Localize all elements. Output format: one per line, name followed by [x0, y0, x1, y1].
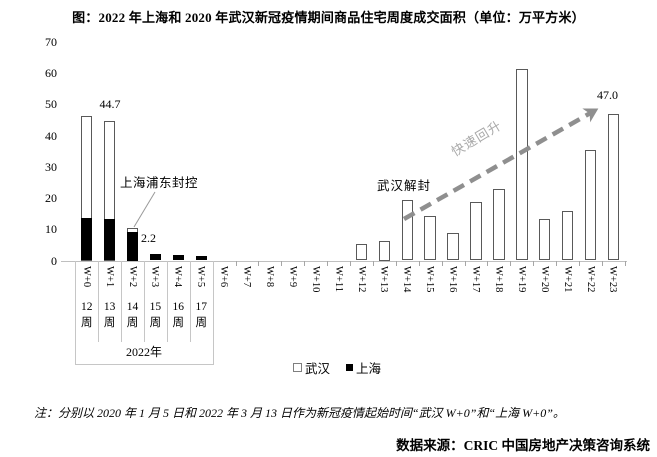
x-axis-tick: [533, 261, 535, 266]
x-axis-tick: [258, 261, 260, 266]
bar-wuhan-W+15: [424, 215, 436, 261]
x-axis-label-W+22: W+22: [584, 266, 596, 293]
week-label-13: 13周: [103, 301, 116, 329]
x-axis-label-W+7: W+7: [241, 266, 252, 288]
week-label-16: 16周: [172, 301, 185, 329]
axis-table-line: [189, 261, 191, 342]
bar-shanghai-W+3: [149, 253, 161, 261]
legend-item-shanghai: 上海: [346, 358, 381, 377]
week-label-15: 15周: [149, 301, 162, 329]
x-axis-label-W+16: W+16: [447, 266, 459, 293]
x-axis-tick: [395, 261, 397, 266]
x-axis-label-W+18: W+18: [492, 266, 504, 293]
x-axis-label-W+17: W+17: [470, 266, 481, 293]
bar-wuhan-W+19: [516, 68, 528, 261]
bar-shanghai-W+4: [172, 254, 184, 261]
bar-shanghai-W+2: [126, 231, 138, 261]
x-axis-tick: [327, 261, 329, 266]
x-axis-tick: [235, 261, 237, 266]
x-axis-label-W+14: W+14: [401, 266, 413, 293]
y-axis-label: 60: [45, 66, 57, 81]
x-axis-tick: [579, 261, 581, 266]
legend-label-shanghai: 上海: [356, 362, 382, 376]
shanghai-swatch-icon: [346, 364, 354, 371]
y-axis-label: 70: [45, 35, 57, 49]
axis-table-bottom: [75, 364, 213, 365]
axis-table-line: [75, 261, 77, 365]
x-axis-label-W+11: W+11: [332, 266, 344, 292]
y-axis-label: 0: [51, 253, 57, 268]
bar-wuhan-W+21: [561, 210, 574, 261]
data-source: 数据来源：CRIC 中国房地产决策咨询系统: [396, 438, 650, 453]
bar-wuhan-W+18: [493, 189, 505, 261]
bar-wuhan-W+14: [401, 199, 414, 261]
x-axis-label-W+6: W+6: [218, 266, 230, 288]
y-axis-label: 30: [45, 159, 57, 174]
x-axis-tick: [510, 261, 512, 266]
legend: 武汉 上海: [293, 358, 381, 377]
bar-wuhan-W+12: [355, 243, 368, 261]
bar-wuhan-W+16: [447, 232, 459, 261]
x-axis-label-W+9: W+9: [286, 266, 298, 288]
x-axis-tick: [281, 261, 283, 266]
x-axis-tick: [350, 261, 352, 266]
x-axis-tick: [372, 261, 374, 266]
week-label-14: 14周: [126, 301, 139, 329]
week-label-12: 12周: [80, 301, 93, 329]
x-axis-tick: [441, 261, 443, 266]
x-axis-tick: [556, 261, 558, 266]
bar-wuhan-W+13: [378, 240, 391, 261]
x-axis-tick: [624, 261, 626, 266]
x-axis-line: [61, 261, 627, 262]
y-axis-label: 20: [45, 191, 57, 206]
year-label: 2022年: [125, 345, 162, 359]
legend-label-wuhan: 武汉: [305, 362, 331, 376]
week-label-17: 17周: [195, 301, 207, 329]
bar-shanghai-W+5: [195, 256, 207, 261]
x-axis-label-W+19: W+19: [515, 266, 527, 293]
x-axis-label-W+12: W+12: [355, 266, 367, 293]
x-axis-label-W+23: W+23: [607, 266, 619, 293]
x-axis-label-W+13: W+13: [378, 266, 390, 293]
axis-table-line: [166, 261, 168, 342]
axis-table-line: [212, 261, 214, 365]
x-axis-tick: [601, 261, 603, 266]
x-axis-label-W+10: W+10: [309, 266, 321, 293]
y-axis-label: 50: [45, 97, 57, 112]
y-axis-label: 10: [45, 222, 57, 237]
footnote: 注：分别以 2020 年 1 月 5 日和 2022 年 3 月 13 日作为新…: [34, 406, 565, 420]
bar-shanghai-W+1: [104, 219, 116, 261]
legend-item-wuhan: 武汉: [293, 358, 330, 377]
label-wuhan-w1-value: 44.7: [99, 97, 121, 111]
label-wuhan-w23-value: 47.0: [597, 88, 618, 102]
axis-table-line: [98, 261, 100, 342]
x-axis-label-W+15: W+15: [424, 266, 436, 293]
x-axis-label-W+21: W+21: [561, 266, 573, 293]
bar-wuhan-W+17: [470, 202, 482, 261]
x-axis-tick: [464, 261, 466, 266]
bar-wuhan-W+22: [584, 149, 597, 261]
bar-wuhan-W+20: [538, 218, 551, 261]
bar-shanghai-W+0: [81, 218, 93, 261]
label-wuhan-reopen: 武汉解封: [377, 179, 432, 193]
axis-table-line: [121, 261, 123, 342]
axis-table-line: [143, 261, 145, 342]
x-axis-label-W+20: W+20: [538, 266, 550, 293]
x-axis-tick: [304, 261, 306, 266]
x-axis-label-W+8: W+8: [263, 266, 275, 288]
label-pudong-lockdown: 上海浦东封控: [120, 176, 199, 190]
wuhan-swatch-icon: [293, 363, 302, 372]
y-axis-label: 40: [45, 128, 57, 143]
bar-wuhan-W+23: [607, 113, 620, 261]
x-axis-tick: [418, 261, 420, 266]
label-shanghai-w3-value: 2.2: [141, 231, 156, 245]
x-axis-tick: [487, 261, 489, 266]
chart-title: 图：2022 年上海和 2020 年武汉新冠疫情期间商品住宅周度成交面积（单位：…: [72, 10, 585, 25]
